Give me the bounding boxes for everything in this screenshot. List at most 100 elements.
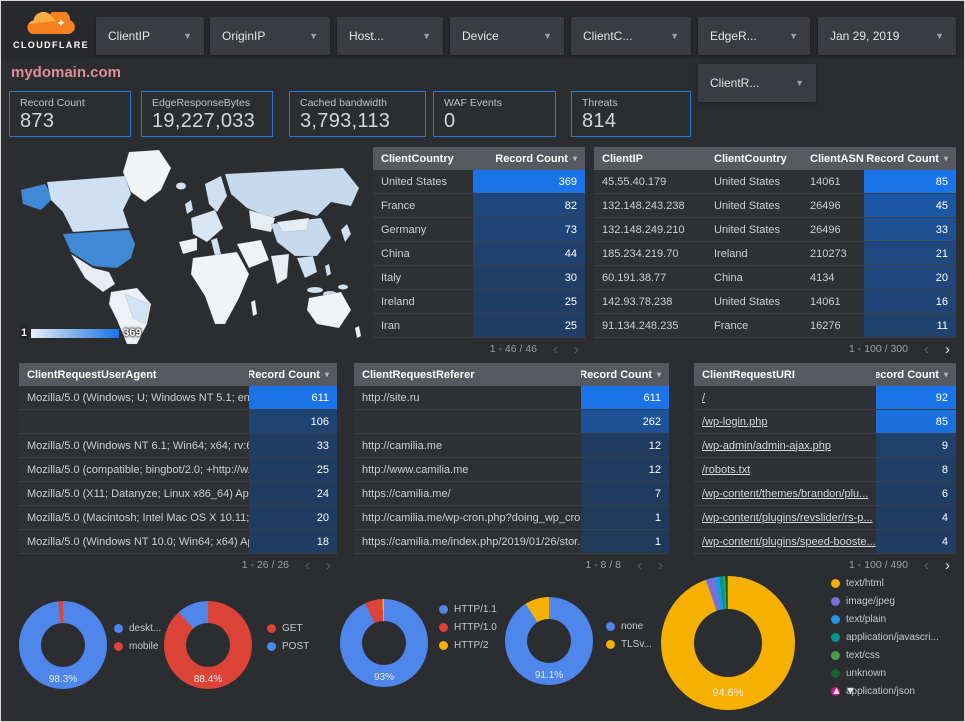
table-row[interactable]: /wp-login.php 85 (694, 410, 956, 434)
prev-page-button[interactable]: ‹ (924, 340, 929, 358)
column-header[interactable]: ClientCountry (714, 152, 787, 165)
date-range-picker[interactable]: Jan 29, 2019 ▼ (818, 17, 956, 55)
filter-device[interactable]: Device ▼ (450, 17, 564, 55)
table-cell[interactable]: /wp-content/themes/brandon/plu... (702, 487, 869, 500)
legend-page-up-icon[interactable]: ▲ (831, 685, 845, 697)
next-page-button[interactable]: › (945, 340, 950, 358)
table-row[interactable]: France 82 (373, 194, 585, 218)
legend-page-down-icon[interactable]: ▼ (844, 685, 859, 697)
prev-page-button[interactable]: ‹ (553, 340, 558, 358)
table-row[interactable]: Mozilla/5.0 (Windows; U; Windows NT 5.1;… (19, 386, 337, 410)
chevron-down-icon: ▼ (670, 31, 679, 41)
prev-page-button[interactable]: ‹ (924, 556, 929, 574)
table-row[interactable]: China 44 (373, 242, 585, 266)
content-type-donut[interactable]: 94.6% (661, 576, 795, 710)
legend-item: image/jpeg (831, 596, 939, 608)
table-row[interactable]: Ireland 25 (373, 290, 585, 314)
column-header[interactable]: ClientRequestReferer (362, 368, 475, 381)
column-header[interactable]: Record Count▾ (581, 368, 661, 381)
table-row[interactable]: Mozilla/5.0 (X11; Datanyze; Linux x86_64… (19, 482, 337, 506)
table-row[interactable]: Mozilla/5.0 (Macintosh; Intel Mac OS X 1… (19, 506, 337, 530)
table-row[interactable]: 142.93.78.238 United States 14061 16 (594, 290, 956, 314)
table-row[interactable]: / 92 (694, 386, 956, 410)
table-row[interactable]: http://camilia.me/wp-cron.php?doing_wp_c… (354, 506, 669, 530)
next-page-button[interactable]: › (574, 340, 579, 358)
record-count-cell: 18 (249, 530, 337, 553)
table-row[interactable]: 91.134.248.235 France 16276 11 (594, 314, 956, 338)
prev-page-button[interactable]: ‹ (637, 556, 642, 574)
table-cell[interactable]: /wp-admin/admin-ajax.php (702, 439, 832, 452)
table-row[interactable]: http://site.ru 611 (354, 386, 669, 410)
table-row[interactable]: /wp-admin/admin-ajax.php 9 (694, 434, 956, 458)
table-cell[interactable]: /wp-content/plugins/speed-booste... (702, 535, 876, 548)
next-page-button[interactable]: › (658, 556, 663, 574)
table-row[interactable]: /wp-content/themes/brandon/plu... 6 (694, 482, 956, 506)
tls-version-legend: none TLSv... (606, 621, 652, 657)
table-row[interactable]: 132.148.249.210 United States 26496 33 (594, 218, 956, 242)
table-cell[interactable]: /wp-content/plugins/revslider/rs-p... (702, 511, 873, 524)
legend-label: HTTP/1.1 (454, 604, 497, 615)
tls-version-donut[interactable]: 91.1% (505, 597, 593, 685)
column-header[interactable]: ClientASN (810, 152, 864, 165)
scorecard-threats: Threats 814 (571, 91, 691, 137)
column-header[interactable]: Record Count▾ (249, 368, 329, 381)
table-row[interactable]: http://www.camilia.me 12 (354, 458, 669, 482)
scorecard-edge-response-bytes: EdgeResponseBytes 19,227,033 (141, 91, 273, 137)
column-header[interactable]: Record Count▾ (866, 152, 948, 165)
table-row[interactable]: Germany 73 (373, 218, 585, 242)
table-cell: Mozilla/5.0 (Windows NT 10.0; Win64; x64… (27, 535, 249, 548)
filter-clientrequest[interactable]: ClientR... ▼ (698, 64, 816, 102)
table-row[interactable]: 106 (19, 410, 337, 434)
filter-clientcountry[interactable]: ClientC... ▼ (571, 17, 691, 55)
table-row[interactable]: /robots.txt 8 (694, 458, 956, 482)
next-page-button[interactable]: › (326, 556, 331, 574)
table-row[interactable]: Iran 25 (373, 314, 585, 338)
table-cell[interactable]: /wp-login.php (702, 415, 768, 428)
table-cell: 210273 (810, 247, 847, 260)
pagination-range: 1 - 26 / 26 (241, 559, 289, 571)
record-count-cell: 12 (581, 434, 669, 457)
table-cell: Ireland (381, 295, 415, 308)
column-header[interactable]: ClientRequestURI (702, 368, 795, 381)
column-header[interactable]: ClientRequestUserAgent (27, 368, 157, 381)
table-row[interactable]: Mozilla/5.0 (Windows NT 10.0; Win64; x64… (19, 530, 337, 554)
table-row[interactable]: United States 369 (373, 170, 585, 194)
table-row[interactable]: https://camilia.me/index.php/2019/01/26/… (354, 530, 669, 554)
table-cell[interactable]: / (702, 391, 706, 404)
table-row[interactable]: 132.148.243.238 United States 26496 45 (594, 194, 956, 218)
next-page-button[interactable]: › (945, 556, 950, 574)
table-row[interactable]: 185.234.219.70 Ireland 210273 21 (594, 242, 956, 266)
table-row[interactable]: Mozilla/5.0 (Windows NT 6.1; Win64; x64;… (19, 434, 337, 458)
column-header[interactable]: Record Count▾ (495, 152, 577, 165)
column-header[interactable]: Record Count▾ (876, 368, 948, 381)
record-count-cell: 73 (473, 218, 585, 241)
filter-host[interactable]: Host... ▼ (337, 17, 443, 55)
device-type-donut[interactable]: 98.3% (19, 601, 107, 689)
table-row[interactable]: https://camilia.me/7 (354, 482, 669, 506)
column-header[interactable]: ClientCountry (381, 152, 454, 165)
http-version-donut[interactable]: 93% (340, 599, 428, 687)
table-row[interactable]: 262 (354, 410, 669, 434)
table-row[interactable]: /wp-content/plugins/speed-booste... 4 (694, 530, 956, 554)
table-row[interactable]: 45.55.40.179 United States 14061 85 (594, 170, 956, 194)
table-pagination: 1 - 100 / 300 ‹ › (594, 338, 956, 360)
prev-page-button[interactable]: ‹ (305, 556, 310, 574)
table-row[interactable]: http://camilia.me 12 (354, 434, 669, 458)
filter-label: Device (462, 29, 499, 43)
record-count-cell: 25 (473, 290, 585, 313)
record-count-cell: 6 (876, 482, 956, 505)
table-cell[interactable]: /robots.txt (702, 463, 751, 476)
table-row[interactable]: /wp-content/plugins/revslider/rs-p... 4 (694, 506, 956, 530)
record-count-cell: 24 (249, 482, 337, 505)
filter-label: ClientC... (583, 29, 633, 43)
column-header[interactable]: ClientIP (602, 152, 643, 165)
world-map[interactable] (9, 145, 369, 347)
table-row[interactable]: Mozilla/5.0 (compatible; bingbot/2.0; +h… (19, 458, 337, 482)
table-row[interactable]: Italy 30 (373, 266, 585, 290)
legend-color-dot (831, 597, 840, 606)
filter-edgeresponse[interactable]: EdgeR... ▼ (698, 17, 810, 55)
table-row[interactable]: 60.191.38.77 China 4134 20 (594, 266, 956, 290)
filter-originip[interactable]: OriginIP ▼ (210, 17, 330, 55)
filter-clientip[interactable]: ClientIP ▼ (96, 17, 204, 55)
http-method-donut[interactable]: 88.4% (164, 601, 252, 689)
